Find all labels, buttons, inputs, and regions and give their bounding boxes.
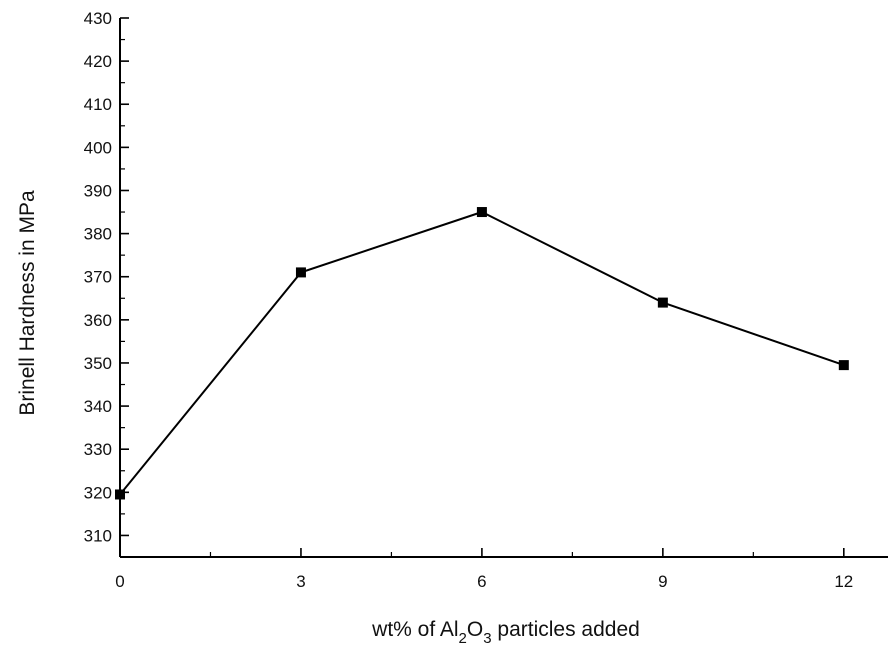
x-tick-label: 12 [834,572,853,591]
data-point [115,489,125,500]
y-tick-label: 310 [84,526,112,545]
x-axis-title-part2: O [467,618,483,641]
x-axis-title-part1: wt% of Al [371,618,458,641]
y-tick-label: 420 [84,52,112,71]
y-tick-label: 320 [84,483,112,502]
y-tick-label: 400 [84,138,112,157]
x-axis-ticks: 0 3 6 9 12 [115,548,853,591]
series [115,207,849,500]
y-tick-label: 390 [84,181,112,200]
x-tick-label: 3 [296,572,305,591]
y-tick-label: 370 [84,268,112,287]
y-tick-label: 330 [84,440,112,459]
x-axis-title: wt% of Al2O3 particles added [371,618,640,645]
data-point [476,207,487,218]
y-axis-ticks: 310 320 330 340 350 360 370 380 390 400 410 420 430 [84,9,129,558]
data-point [838,360,849,371]
axes [119,18,888,558]
x-tick-label: 9 [658,572,667,591]
y-tick-label: 340 [84,397,112,416]
y-tick-label: 360 [84,311,112,330]
x-axis-title-sub1: 2 [459,630,467,645]
y-tick-label: 410 [84,95,112,114]
data-point [295,267,306,278]
x-tick-label: 0 [115,572,124,591]
y-tick-label: 350 [84,354,112,373]
series-line [119,210,845,496]
y-tick-label: 380 [84,225,112,244]
y-axis-title: Brinell Hardness in MPa [16,190,39,416]
x-axis-title-sub2: 3 [483,630,491,645]
y-tick-label: 430 [84,9,112,28]
x-axis-title-part3: particles added [492,618,640,641]
data-point [657,297,668,308]
x-tick-label: 6 [477,572,486,591]
